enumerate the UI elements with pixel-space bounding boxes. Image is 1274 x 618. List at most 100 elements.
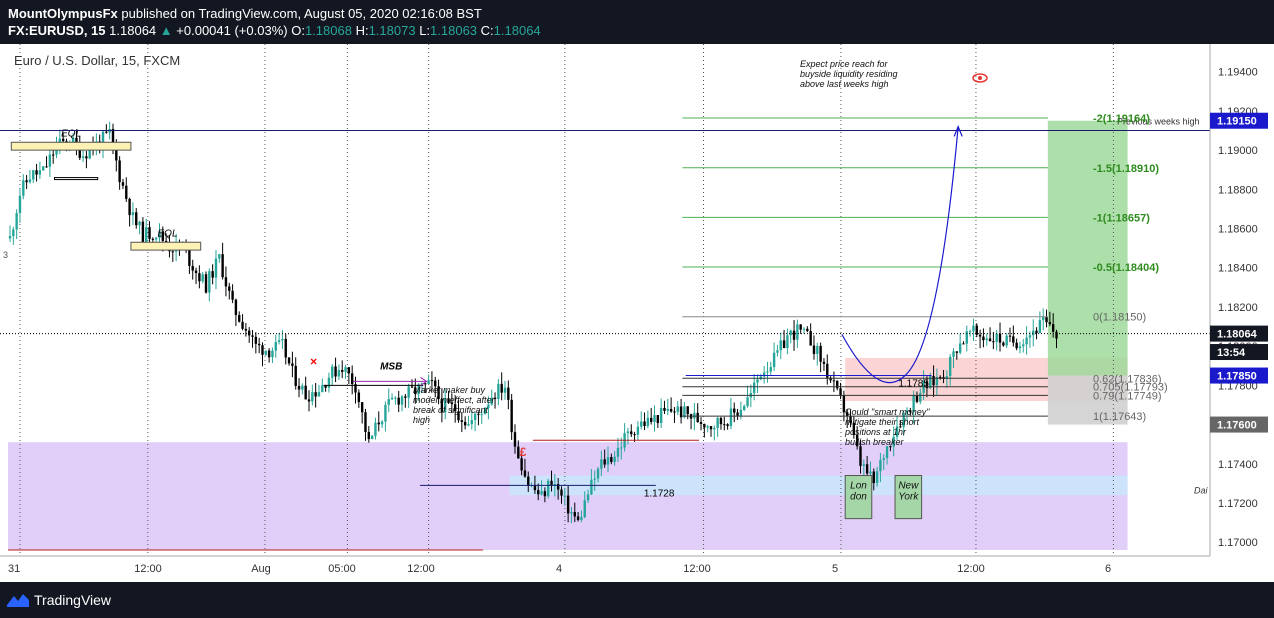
x-tick-label: 12:00 — [683, 563, 711, 575]
candle-body — [244, 328, 248, 331]
candle-body — [1025, 337, 1028, 345]
y-tick-label: 1.17000 — [1218, 537, 1258, 549]
fib-level-label: 0.705(1.17793) — [1093, 382, 1168, 394]
candle-body — [81, 156, 85, 158]
candle-body — [414, 387, 417, 395]
fib-level-label: 0.79(1.17749) — [1093, 390, 1162, 402]
candle-body — [78, 144, 81, 158]
candle-body — [105, 131, 108, 133]
candle-body — [234, 299, 238, 316]
candle-body — [331, 366, 334, 378]
candle-body — [640, 421, 643, 427]
candle-body — [188, 250, 191, 266]
candle-body — [683, 406, 686, 418]
candle-body — [503, 387, 507, 393]
candle-body — [998, 333, 1002, 343]
price-badge — [1210, 112, 1268, 129]
price-badge-label: 1.18064 — [1217, 329, 1258, 341]
candle-body — [663, 407, 666, 411]
candle-body — [151, 238, 155, 240]
candle-body — [879, 459, 882, 472]
price-badge — [1210, 325, 1268, 342]
candle-body — [434, 380, 437, 387]
eql-highlight-2 — [130, 241, 202, 251]
candle-body — [248, 330, 251, 336]
price-axis[interactable] — [1210, 44, 1274, 582]
candle-body — [437, 386, 440, 400]
candle-body — [547, 480, 550, 497]
publish-line: MountOlympusFx published on TradingView.… — [8, 6, 482, 21]
x-tick-label: 31 — [8, 563, 20, 575]
candle-body — [1002, 342, 1005, 346]
candle-body — [935, 376, 939, 386]
eql-highlight-1 — [10, 141, 132, 151]
candle-body — [606, 457, 610, 465]
candle-body — [148, 227, 151, 239]
tradingview-brand[interactable]: TradingView — [34, 592, 112, 608]
candle-body — [1012, 336, 1015, 343]
footer: TradingView — [0, 582, 1274, 618]
candle-body — [241, 321, 244, 329]
candle-body — [194, 270, 198, 274]
candle-body — [115, 145, 118, 161]
candle-body — [370, 435, 374, 440]
x-tick-label: 12:00 — [134, 563, 162, 575]
publisher-name[interactable]: MountOlympusFx — [8, 6, 118, 21]
x-marker-icon: × — [310, 355, 317, 369]
candle-body — [553, 483, 557, 486]
candle-body — [154, 237, 158, 240]
candle-body — [397, 397, 400, 405]
low-label: L: — [419, 23, 431, 38]
candle-body — [676, 406, 679, 412]
candle-body — [726, 424, 729, 426]
candle-body — [32, 170, 35, 180]
candle-body — [517, 446, 520, 459]
x-tick-label: 6 — [1105, 563, 1111, 575]
candle-body — [483, 407, 487, 415]
candle-body — [367, 431, 370, 440]
annotation-market-maker: high — [413, 415, 430, 425]
candle-body — [267, 350, 271, 358]
candle-body — [344, 367, 347, 372]
candle-body — [1022, 344, 1025, 347]
annotation-smart-money: bullish breaker — [845, 437, 905, 447]
candle-body — [566, 495, 570, 514]
candle-body — [799, 324, 802, 330]
candle-body — [626, 431, 630, 434]
candle-body — [995, 333, 998, 342]
candle-body — [859, 446, 862, 466]
candle-body — [42, 166, 45, 171]
candle-body — [25, 180, 28, 183]
candle-body — [281, 339, 284, 341]
candle-body — [673, 411, 676, 413]
candle-body — [832, 380, 836, 382]
annotation-smart-money: mitigate their short — [845, 417, 920, 427]
candle-body — [822, 361, 826, 364]
candle-body — [802, 328, 806, 330]
candle-body — [350, 373, 354, 385]
tradingview-logo-icon[interactable] — [6, 591, 30, 609]
candle-body — [364, 412, 367, 432]
candle-body — [842, 395, 846, 413]
candle-body — [487, 404, 490, 408]
fib-level-label: 1(1.17643) — [1093, 411, 1146, 423]
candle-body — [88, 147, 91, 159]
candle-body — [653, 415, 656, 422]
candle-body — [968, 331, 972, 333]
candle-body — [929, 375, 932, 389]
candle-body — [666, 408, 669, 411]
price-badge-label: 1.19150 — [1217, 116, 1257, 128]
candle-body — [427, 380, 430, 385]
msb-arrow-head-icon — [420, 377, 428, 386]
candle-body — [789, 330, 792, 336]
candle-body — [404, 396, 407, 398]
x-tick-label: 5 — [832, 563, 838, 575]
price-chart[interactable]: EQL EQL Previous weeks high-2(1.19164) -1.5… — [0, 44, 1274, 582]
candle-body — [766, 371, 769, 373]
candle-body — [158, 231, 161, 238]
candle-body — [786, 335, 789, 349]
candle-body — [211, 271, 214, 278]
candle-body — [274, 341, 277, 351]
candle-body — [919, 392, 922, 402]
chart-title: Euro / U.S. Dollar, 15, FXCM — [14, 53, 180, 68]
